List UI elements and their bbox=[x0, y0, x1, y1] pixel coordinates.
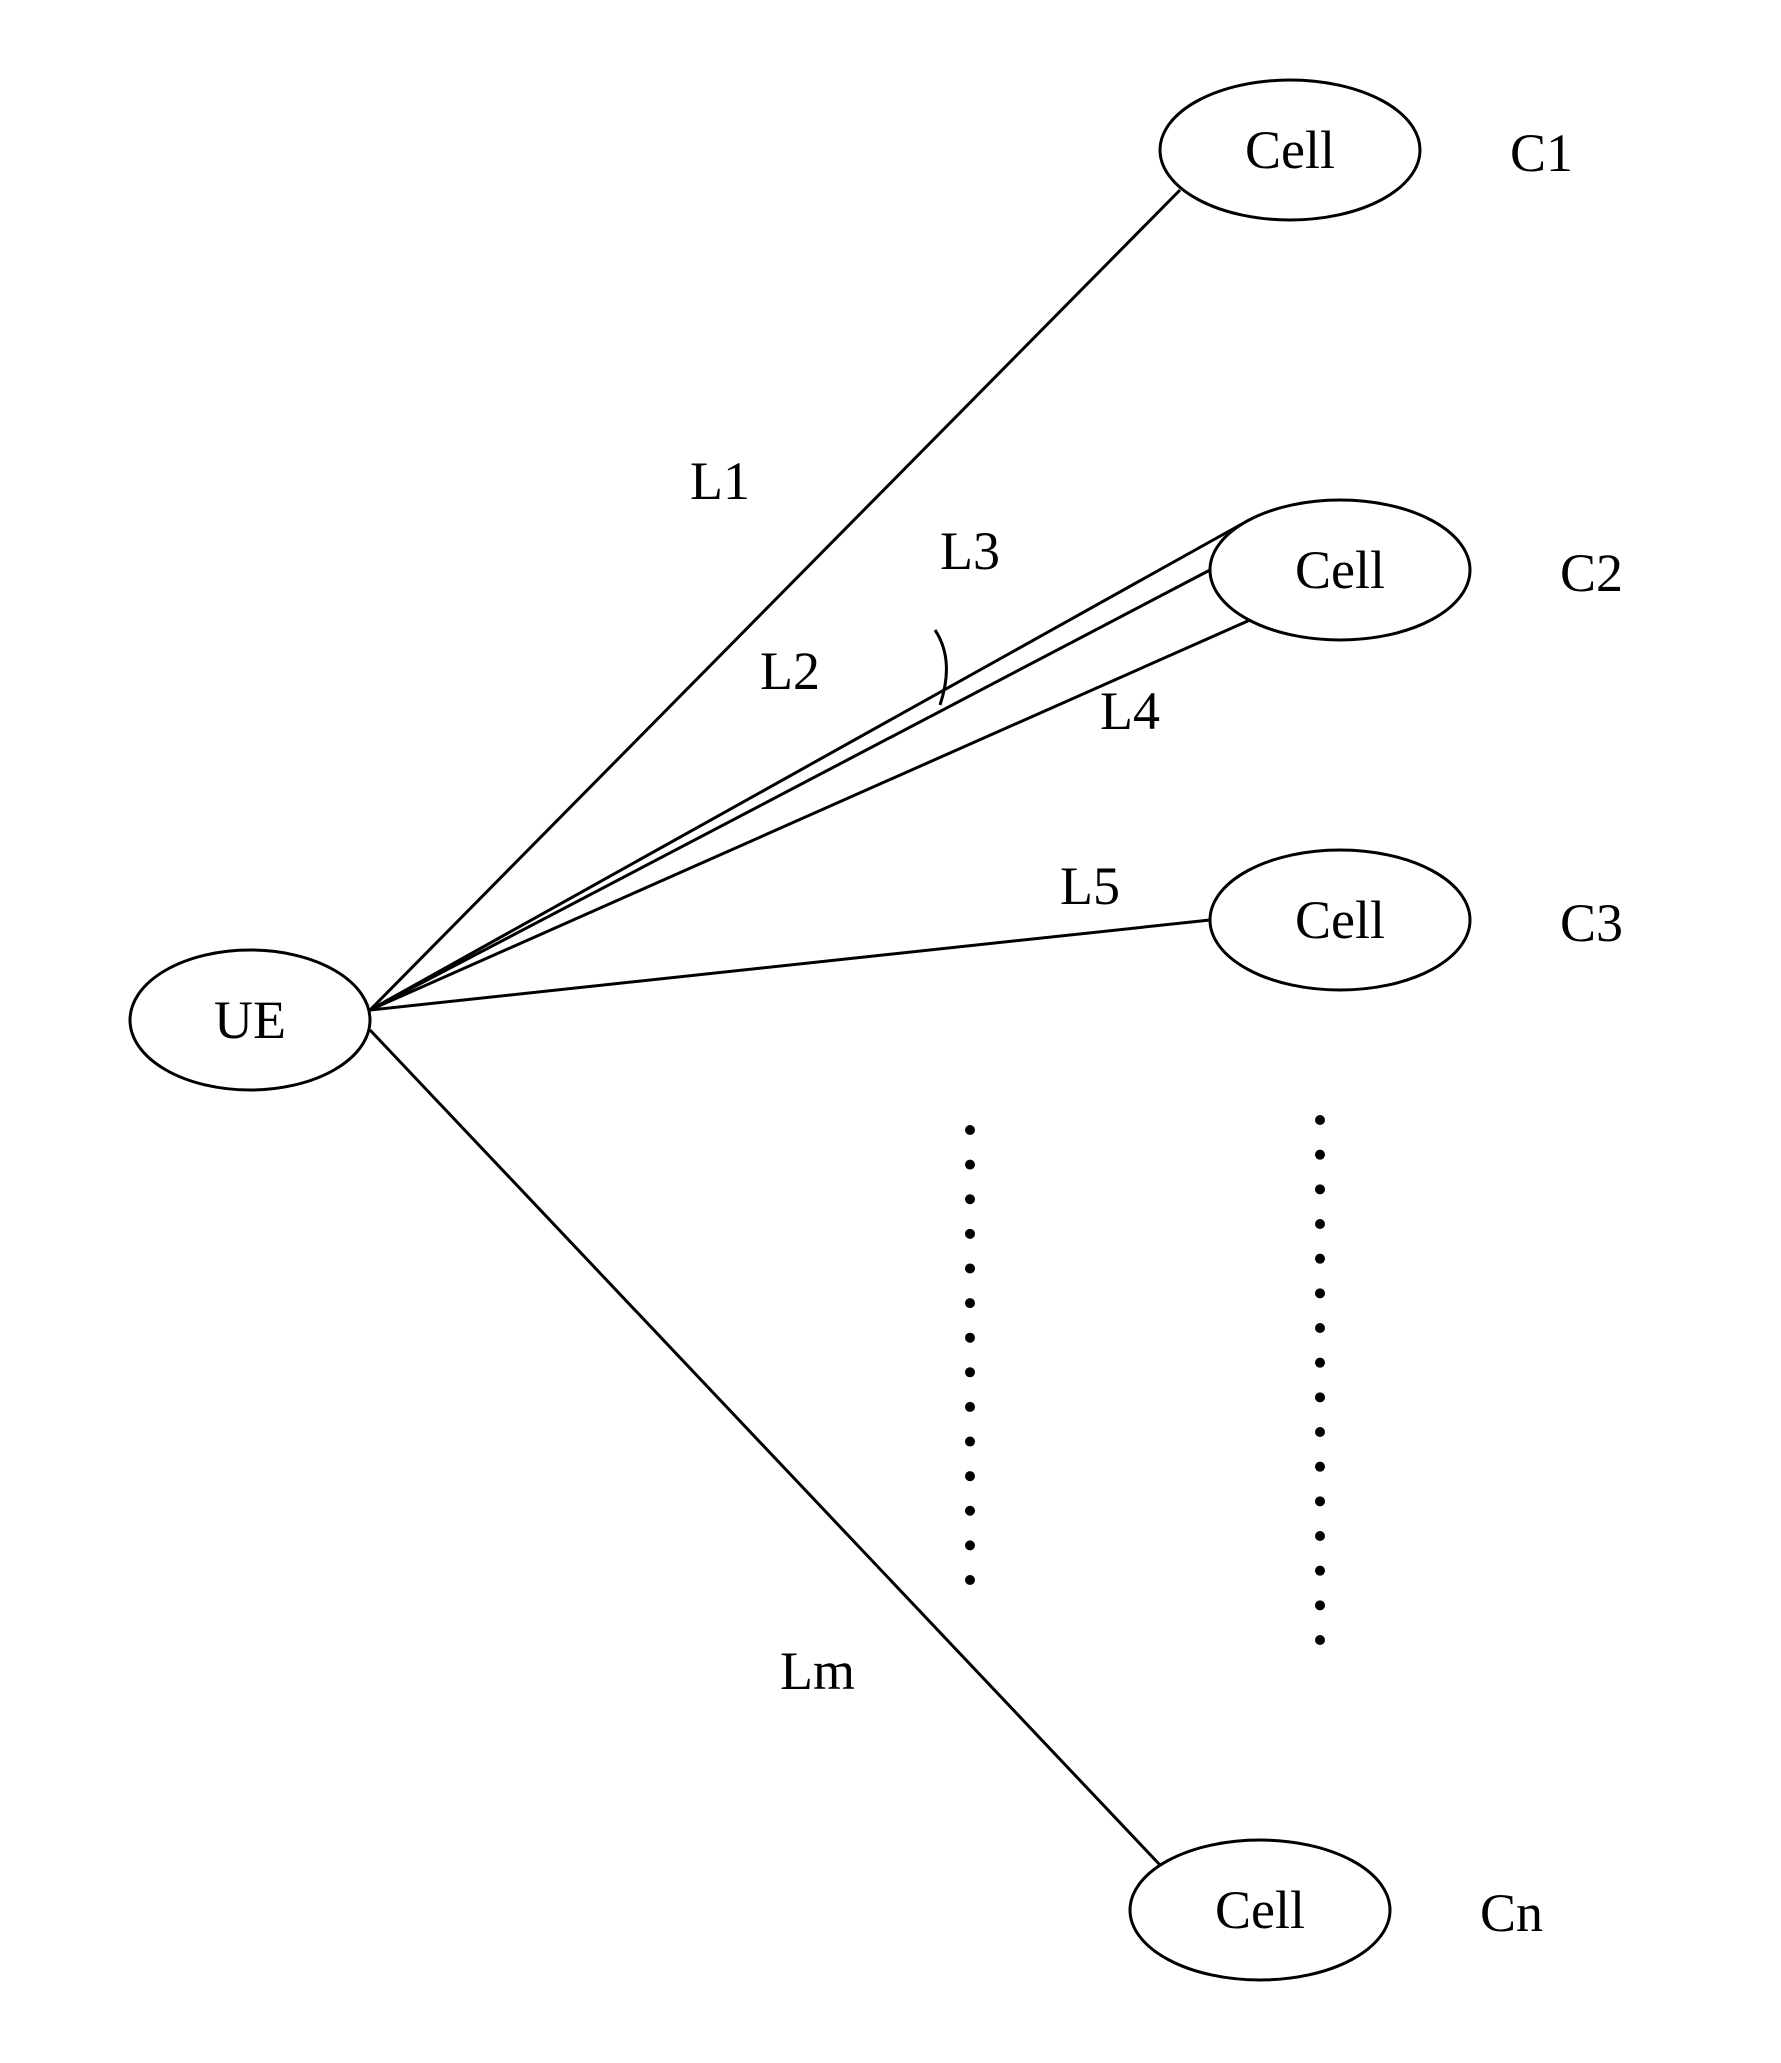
ellipsis-dot bbox=[965, 1333, 975, 1343]
cell-label-C3: Cell bbox=[1295, 889, 1385, 951]
ellipsis-dot bbox=[965, 1229, 975, 1239]
ellipsis-dot bbox=[965, 1540, 975, 1550]
ellipsis-dot bbox=[1315, 1184, 1325, 1194]
link-L1 bbox=[370, 190, 1180, 1010]
ellipsis-dot bbox=[1315, 1150, 1325, 1160]
ellipsis-dot bbox=[1315, 1323, 1325, 1333]
ellipsis-dot bbox=[1315, 1462, 1325, 1472]
cell-label-C1: Cell bbox=[1245, 119, 1335, 181]
link-Lm bbox=[370, 1030, 1160, 1865]
ellipsis-dot bbox=[965, 1125, 975, 1135]
ellipsis-dot bbox=[965, 1367, 975, 1377]
link-label-L1: L1 bbox=[690, 450, 750, 512]
cell-label-C2: Cell bbox=[1295, 539, 1385, 601]
ellipsis-dot bbox=[965, 1160, 975, 1170]
ellipsis-dot bbox=[1315, 1531, 1325, 1541]
ellipsis-dot bbox=[1315, 1635, 1325, 1645]
ellipsis-dot bbox=[965, 1194, 975, 1204]
cell-ext-label-C2: C2 bbox=[1560, 542, 1623, 604]
ellipsis-dot bbox=[965, 1263, 975, 1273]
link-label-L2: L2 bbox=[760, 640, 820, 702]
ellipsis-dot bbox=[965, 1298, 975, 1308]
ue-label: UE bbox=[214, 989, 286, 1051]
link-label-L4: L4 bbox=[1100, 680, 1160, 742]
ellipsis-dot bbox=[965, 1402, 975, 1412]
ellipsis-dot bbox=[1315, 1288, 1325, 1298]
ellipsis-dot bbox=[965, 1471, 975, 1481]
ellipsis-dot bbox=[1315, 1496, 1325, 1506]
ellipsis-dot bbox=[1315, 1219, 1325, 1229]
link-label-L5: L5 bbox=[1060, 855, 1120, 917]
link-L2 bbox=[370, 570, 1210, 1010]
link-L3 bbox=[370, 525, 1240, 1010]
cell-ext-label-Cn: Cn bbox=[1480, 1882, 1543, 1944]
link-L5 bbox=[370, 920, 1210, 1010]
cell-label-Cn: Cell bbox=[1215, 1879, 1305, 1941]
cell-ext-label-C3: C3 bbox=[1560, 892, 1623, 954]
ellipsis-dot bbox=[1315, 1427, 1325, 1437]
ellipsis-dot bbox=[1315, 1358, 1325, 1368]
ellipsis-dot bbox=[965, 1575, 975, 1585]
ellipsis-dot bbox=[1315, 1115, 1325, 1125]
ellipsis-dot bbox=[1315, 1254, 1325, 1264]
ellipsis-dot bbox=[1315, 1566, 1325, 1576]
link-label-Lm: Lm bbox=[780, 1640, 855, 1702]
ellipsis-dot bbox=[965, 1506, 975, 1516]
ellipsis-dot bbox=[1315, 1392, 1325, 1402]
ellipsis-dot bbox=[965, 1437, 975, 1447]
link-label-L3: L3 bbox=[940, 520, 1000, 582]
cell-ext-label-C1: C1 bbox=[1510, 122, 1573, 184]
ellipsis-dot bbox=[1315, 1600, 1325, 1610]
